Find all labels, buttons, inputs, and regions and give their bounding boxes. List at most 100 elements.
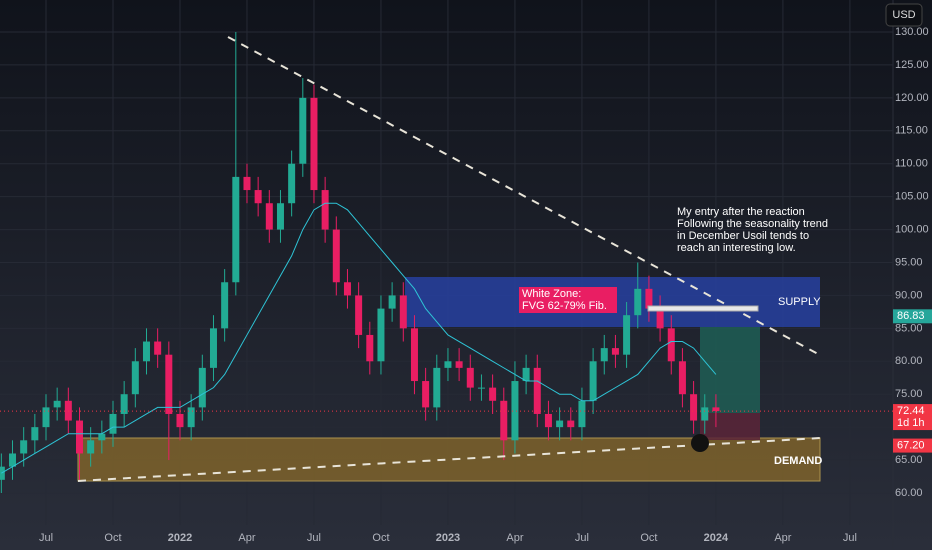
candle-body xyxy=(366,334,374,362)
x-tick-label: Jul xyxy=(307,532,321,544)
candle-body xyxy=(444,361,452,368)
note: My entry after the reaction xyxy=(677,206,805,218)
candle-body xyxy=(556,420,564,428)
candle-body xyxy=(623,315,631,355)
entry-marker xyxy=(691,434,709,452)
zone-label: White Zone: xyxy=(522,288,581,300)
candle-body xyxy=(243,176,251,191)
candle-body xyxy=(477,387,485,389)
y-tick-label: 110.00 xyxy=(895,158,928,170)
zone-label: FVG 62-79% Fib. xyxy=(522,300,607,312)
candle-body xyxy=(154,341,162,355)
candle-body xyxy=(522,367,530,382)
zone-label: SUPPLY xyxy=(778,296,821,308)
candle-body xyxy=(98,433,106,441)
note: Following the seasonality trend xyxy=(677,218,828,230)
y-tick-label: 65.00 xyxy=(895,454,923,466)
y-tick-label: 80.00 xyxy=(895,355,923,367)
candle-body xyxy=(31,427,39,441)
candle-body xyxy=(176,413,184,428)
x-tick-label: Jul xyxy=(575,532,589,544)
candle-body xyxy=(120,394,128,414)
candle-body xyxy=(455,361,463,368)
candle-body xyxy=(209,328,217,368)
candle-body xyxy=(265,203,273,230)
trend-line xyxy=(227,36,821,356)
y-tick-label: 100.00 xyxy=(895,223,929,235)
x-tick-label: Apr xyxy=(238,532,255,544)
candle-body xyxy=(701,407,709,421)
candle-body xyxy=(544,413,552,428)
candle-body xyxy=(299,97,307,164)
candle-body xyxy=(53,400,61,408)
currency-button[interactable] xyxy=(885,3,923,27)
candle-body xyxy=(388,295,396,309)
candle-body xyxy=(634,288,642,316)
candle-body xyxy=(131,361,139,395)
candle-body xyxy=(87,440,95,454)
x-tick-label: 2024 xyxy=(704,532,729,544)
candle-body xyxy=(466,367,474,388)
candle-body xyxy=(165,354,173,414)
candle-body xyxy=(20,440,28,454)
candle-body xyxy=(254,190,262,204)
candle-body xyxy=(310,97,318,191)
y-tick-label: 90.00 xyxy=(895,289,923,301)
candle-body xyxy=(511,381,519,441)
currency[interactable]: USD xyxy=(892,9,915,21)
y-tick-label: 130.00 xyxy=(895,26,929,38)
candle-body xyxy=(589,361,597,401)
candle-body xyxy=(355,295,363,335)
loss-zone xyxy=(700,413,760,440)
y-tick-label: 75.00 xyxy=(895,388,923,400)
price-label: 72.44 xyxy=(897,405,925,417)
x-tick-label: 2022 xyxy=(168,532,192,544)
candle-body xyxy=(343,282,351,296)
x-tick-label: Apr xyxy=(506,532,523,544)
label-box xyxy=(519,287,617,313)
x-tick-label: Oct xyxy=(640,532,657,544)
x-tick-label: Jul xyxy=(39,532,53,544)
candle-body xyxy=(288,163,296,204)
candle-body xyxy=(75,420,83,454)
candle-body xyxy=(645,288,653,309)
candle-body xyxy=(321,190,329,230)
y-tick-label: 85.00 xyxy=(895,322,923,334)
candle-body xyxy=(667,328,675,362)
zone-label: DEMAND xyxy=(774,455,822,467)
candle-body xyxy=(690,394,698,421)
x-tick-label: Oct xyxy=(372,532,389,544)
candle-body xyxy=(377,308,385,362)
price-label: 67.20 xyxy=(897,439,925,451)
y-tick-label: 95.00 xyxy=(895,256,923,268)
candle-body xyxy=(656,308,664,329)
profit-zone xyxy=(700,327,760,413)
y-tick-label: 115.00 xyxy=(895,125,928,137)
moving-average xyxy=(1,202,717,474)
x-tick-label: Apr xyxy=(774,532,791,544)
candle-body xyxy=(500,400,508,441)
candle-body xyxy=(678,361,686,395)
price-badge xyxy=(893,438,932,453)
y-tick-label: 60.00 xyxy=(895,487,923,499)
candle-body xyxy=(489,387,497,401)
candle-body xyxy=(276,203,284,230)
y-tick-label: 120.00 xyxy=(895,92,929,104)
candle-body xyxy=(42,407,50,428)
countdown: 1d 1h xyxy=(897,417,925,429)
candle-body xyxy=(221,282,229,329)
x-tick-label: 2023 xyxy=(436,532,460,544)
candle-body xyxy=(600,348,608,362)
candle-body xyxy=(567,420,575,428)
price-badge xyxy=(893,309,932,324)
candle-body xyxy=(0,466,5,480)
candle-body xyxy=(712,407,720,412)
candle-body xyxy=(578,400,586,428)
candle-body xyxy=(187,407,195,428)
candle-body xyxy=(232,176,240,283)
price-badge xyxy=(893,404,932,431)
candle-body xyxy=(9,453,17,467)
candle-body xyxy=(109,413,117,434)
candle-body xyxy=(142,341,150,362)
